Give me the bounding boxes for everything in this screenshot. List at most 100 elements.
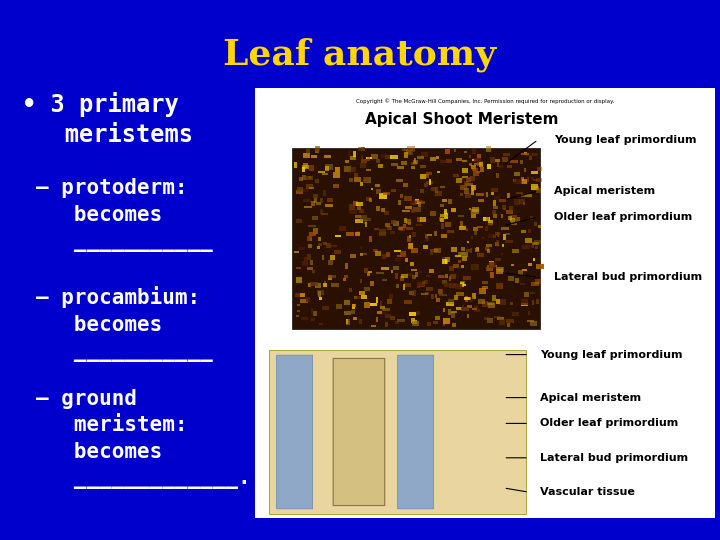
- Bar: [512, 249, 518, 253]
- Bar: [459, 178, 463, 180]
- Bar: [413, 160, 418, 164]
- Bar: [477, 199, 485, 202]
- Bar: [406, 273, 413, 276]
- FancyBboxPatch shape: [397, 355, 433, 509]
- Bar: [534, 222, 537, 226]
- Bar: [492, 295, 495, 301]
- Bar: [444, 283, 451, 287]
- Bar: [315, 179, 319, 183]
- Bar: [536, 246, 538, 248]
- Text: Apical meristem: Apical meristem: [554, 186, 655, 196]
- Bar: [536, 167, 542, 171]
- Bar: [456, 159, 462, 161]
- Bar: [307, 297, 310, 302]
- Bar: [514, 179, 522, 184]
- Bar: [445, 259, 448, 264]
- FancyBboxPatch shape: [333, 359, 384, 505]
- Bar: [379, 193, 387, 199]
- Bar: [305, 184, 312, 189]
- Bar: [480, 288, 486, 294]
- Bar: [422, 281, 425, 284]
- Bar: [320, 198, 323, 204]
- Bar: [327, 198, 333, 201]
- Bar: [325, 166, 330, 171]
- Bar: [536, 188, 541, 193]
- Bar: [477, 253, 484, 258]
- Bar: [428, 179, 431, 185]
- Bar: [324, 155, 331, 158]
- Bar: [501, 227, 509, 231]
- Bar: [505, 240, 513, 243]
- Bar: [442, 259, 447, 264]
- Text: Older leaf primordium: Older leaf primordium: [540, 418, 678, 428]
- Bar: [295, 293, 301, 298]
- Bar: [353, 201, 359, 206]
- Bar: [309, 165, 314, 171]
- Bar: [331, 245, 336, 247]
- Bar: [298, 188, 305, 192]
- Bar: [490, 261, 494, 265]
- Bar: [535, 279, 541, 284]
- Bar: [423, 174, 429, 178]
- Bar: [381, 154, 387, 158]
- Bar: [525, 238, 532, 243]
- Bar: [465, 193, 471, 198]
- Bar: [410, 262, 414, 266]
- Bar: [412, 232, 416, 237]
- Bar: [360, 163, 366, 168]
- Bar: [423, 218, 426, 222]
- Bar: [415, 311, 420, 315]
- Bar: [385, 154, 392, 159]
- Bar: [405, 258, 408, 261]
- Bar: [426, 234, 432, 236]
- Bar: [487, 302, 494, 305]
- Bar: [415, 272, 418, 276]
- Bar: [528, 262, 531, 266]
- Bar: [444, 321, 446, 326]
- Bar: [467, 241, 469, 243]
- Bar: [444, 210, 447, 214]
- Bar: [477, 226, 482, 228]
- Bar: [377, 311, 382, 314]
- Bar: [311, 154, 317, 158]
- Bar: [426, 181, 433, 184]
- Bar: [404, 152, 408, 158]
- Bar: [499, 199, 506, 201]
- Bar: [319, 323, 323, 325]
- Bar: [430, 157, 436, 161]
- Bar: [400, 251, 406, 257]
- Bar: [397, 320, 405, 322]
- Bar: [521, 152, 529, 155]
- Bar: [331, 283, 339, 287]
- Bar: [402, 210, 410, 212]
- Bar: [510, 218, 515, 222]
- Bar: [510, 215, 518, 221]
- Bar: [313, 194, 318, 198]
- Bar: [390, 316, 395, 320]
- Bar: [488, 234, 493, 238]
- Text: Older leaf primordium: Older leaf primordium: [554, 212, 692, 222]
- Bar: [495, 242, 499, 246]
- Bar: [459, 221, 463, 227]
- Bar: [443, 199, 446, 202]
- Bar: [366, 157, 372, 159]
- Bar: [351, 156, 356, 160]
- Bar: [505, 233, 510, 235]
- Bar: [354, 173, 359, 179]
- Bar: [510, 302, 513, 305]
- Bar: [369, 198, 372, 202]
- Bar: [527, 177, 529, 182]
- Bar: [406, 219, 410, 224]
- Bar: [429, 269, 433, 273]
- Bar: [516, 192, 523, 194]
- Bar: [498, 234, 499, 237]
- Bar: [501, 253, 503, 255]
- Bar: [434, 248, 441, 253]
- Bar: [404, 283, 411, 287]
- Bar: [435, 294, 437, 298]
- Bar: [325, 164, 333, 170]
- Bar: [474, 158, 482, 162]
- Bar: [431, 249, 438, 252]
- Bar: [398, 200, 401, 205]
- Bar: [408, 152, 413, 155]
